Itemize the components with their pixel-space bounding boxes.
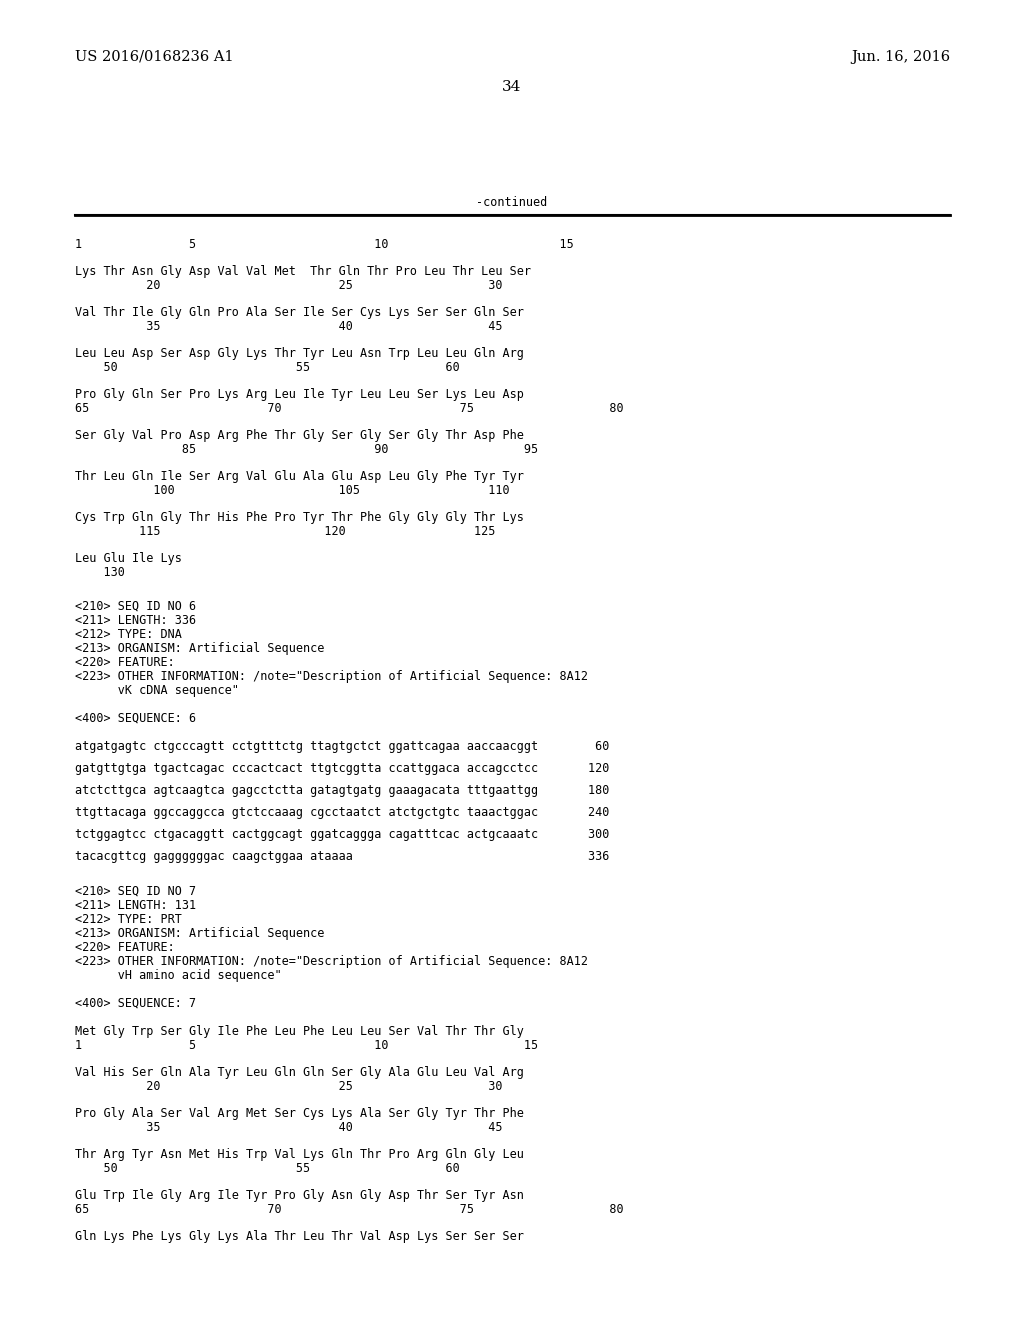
Text: <210> SEQ ID NO 6: <210> SEQ ID NO 6 (75, 601, 197, 612)
Text: Met Gly Trp Ser Gly Ile Phe Leu Phe Leu Leu Ser Val Thr Thr Gly: Met Gly Trp Ser Gly Ile Phe Leu Phe Leu … (75, 1026, 524, 1038)
Text: <213> ORGANISM: Artificial Sequence: <213> ORGANISM: Artificial Sequence (75, 927, 325, 940)
Text: <220> FEATURE:: <220> FEATURE: (75, 656, 175, 669)
Text: 35                         40                   45: 35 40 45 (75, 319, 503, 333)
Text: Pro Gly Gln Ser Pro Lys Arg Leu Ile Tyr Leu Leu Ser Lys Leu Asp: Pro Gly Gln Ser Pro Lys Arg Leu Ile Tyr … (75, 388, 524, 401)
Text: atgatgagtc ctgcccagtt cctgtttctg ttagtgctct ggattcagaa aaccaacggt        60: atgatgagtc ctgcccagtt cctgtttctg ttagtgc… (75, 741, 609, 752)
Text: tacacgttcg gaggggggac caagctggaa ataaaa                                 336: tacacgttcg gaggggggac caagctggaa ataaaa … (75, 850, 609, 863)
Text: 85                         90                   95: 85 90 95 (75, 444, 539, 455)
Text: 65                         70                         75                   80: 65 70 75 80 (75, 1203, 624, 1216)
Text: Pro Gly Ala Ser Val Arg Met Ser Cys Lys Ala Ser Gly Tyr Thr Phe: Pro Gly Ala Ser Val Arg Met Ser Cys Lys … (75, 1107, 524, 1119)
Text: 1               5                         10                   15: 1 5 10 15 (75, 1039, 539, 1052)
Text: 50                         55                   60: 50 55 60 (75, 360, 460, 374)
Text: <210> SEQ ID NO 7: <210> SEQ ID NO 7 (75, 884, 197, 898)
Text: Thr Leu Gln Ile Ser Arg Val Glu Ala Glu Asp Leu Gly Phe Tyr Tyr: Thr Leu Gln Ile Ser Arg Val Glu Ala Glu … (75, 470, 524, 483)
Text: vK cDNA sequence": vK cDNA sequence" (75, 684, 239, 697)
Text: gatgttgtga tgactcagac cccactcact ttgtcggtta ccattggaca accagcctcc       120: gatgttgtga tgactcagac cccactcact ttgtcgg… (75, 762, 609, 775)
Text: Lys Thr Asn Gly Asp Val Val Met  Thr Gln Thr Pro Leu Thr Leu Ser: Lys Thr Asn Gly Asp Val Val Met Thr Gln … (75, 265, 531, 279)
Text: Val His Ser Gln Ala Tyr Leu Gln Gln Ser Gly Ala Glu Leu Val Arg: Val His Ser Gln Ala Tyr Leu Gln Gln Ser … (75, 1067, 524, 1078)
Text: Val Thr Ile Gly Gln Pro Ala Ser Ile Ser Cys Lys Ser Ser Gln Ser: Val Thr Ile Gly Gln Pro Ala Ser Ile Ser … (75, 306, 524, 319)
Text: 115                       120                  125: 115 120 125 (75, 525, 496, 539)
Text: 20                         25                   30: 20 25 30 (75, 1080, 503, 1093)
Text: <220> FEATURE:: <220> FEATURE: (75, 941, 175, 954)
Text: <400> SEQUENCE: 6: <400> SEQUENCE: 6 (75, 711, 197, 725)
Text: <400> SEQUENCE: 7: <400> SEQUENCE: 7 (75, 997, 197, 1010)
Text: <223> OTHER INFORMATION: /note="Description of Artificial Sequence: 8A12: <223> OTHER INFORMATION: /note="Descript… (75, 954, 588, 968)
Text: tctggagtcc ctgacaggtt cactggcagt ggatcaggga cagatttcac actgcaaatc       300: tctggagtcc ctgacaggtt cactggcagt ggatcag… (75, 828, 609, 841)
Text: Glu Trp Ile Gly Arg Ile Tyr Pro Gly Asn Gly Asp Thr Ser Tyr Asn: Glu Trp Ile Gly Arg Ile Tyr Pro Gly Asn … (75, 1189, 524, 1203)
Text: atctcttgca agtcaagtca gagcctctta gatagtgatg gaaagacata tttgaattgg       180: atctcttgca agtcaagtca gagcctctta gatagtg… (75, 784, 609, 797)
Text: Leu Leu Asp Ser Asp Gly Lys Thr Tyr Leu Asn Trp Leu Leu Gln Arg: Leu Leu Asp Ser Asp Gly Lys Thr Tyr Leu … (75, 347, 524, 360)
Text: vH amino acid sequence": vH amino acid sequence" (75, 969, 282, 982)
Text: <223> OTHER INFORMATION: /note="Description of Artificial Sequence: 8A12: <223> OTHER INFORMATION: /note="Descript… (75, 671, 588, 682)
Text: Ser Gly Val Pro Asp Arg Phe Thr Gly Ser Gly Ser Gly Thr Asp Phe: Ser Gly Val Pro Asp Arg Phe Thr Gly Ser … (75, 429, 524, 442)
Text: ttgttacaga ggccaggcca gtctccaaag cgcctaatct atctgctgtc taaactggac       240: ttgttacaga ggccaggcca gtctccaaag cgcctaa… (75, 807, 609, 818)
Text: <212> TYPE: DNA: <212> TYPE: DNA (75, 628, 182, 642)
Text: 34: 34 (503, 81, 521, 94)
Text: 1               5                         10                        15: 1 5 10 15 (75, 238, 573, 251)
Text: 100                       105                  110: 100 105 110 (75, 484, 510, 498)
Text: <213> ORGANISM: Artificial Sequence: <213> ORGANISM: Artificial Sequence (75, 642, 325, 655)
Text: Thr Arg Tyr Asn Met His Trp Val Lys Gln Thr Pro Arg Gln Gly Leu: Thr Arg Tyr Asn Met His Trp Val Lys Gln … (75, 1148, 524, 1162)
Text: 20                         25                   30: 20 25 30 (75, 279, 503, 292)
Text: US 2016/0168236 A1: US 2016/0168236 A1 (75, 50, 233, 63)
Text: Jun. 16, 2016: Jun. 16, 2016 (851, 50, 950, 63)
Text: 50                         55                   60: 50 55 60 (75, 1162, 460, 1175)
Text: <211> LENGTH: 336: <211> LENGTH: 336 (75, 614, 197, 627)
Text: 65                         70                         75                   80: 65 70 75 80 (75, 403, 624, 414)
Text: 130: 130 (75, 566, 125, 579)
Text: Gln Lys Phe Lys Gly Lys Ala Thr Leu Thr Val Asp Lys Ser Ser Ser: Gln Lys Phe Lys Gly Lys Ala Thr Leu Thr … (75, 1230, 524, 1243)
Text: 35                         40                   45: 35 40 45 (75, 1121, 503, 1134)
Text: <212> TYPE: PRT: <212> TYPE: PRT (75, 913, 182, 927)
Text: Cys Trp Gln Gly Thr His Phe Pro Tyr Thr Phe Gly Gly Gly Thr Lys: Cys Trp Gln Gly Thr His Phe Pro Tyr Thr … (75, 511, 524, 524)
Text: Leu Glu Ile Lys: Leu Glu Ile Lys (75, 552, 182, 565)
Text: <211> LENGTH: 131: <211> LENGTH: 131 (75, 899, 197, 912)
Text: -continued: -continued (476, 195, 548, 209)
